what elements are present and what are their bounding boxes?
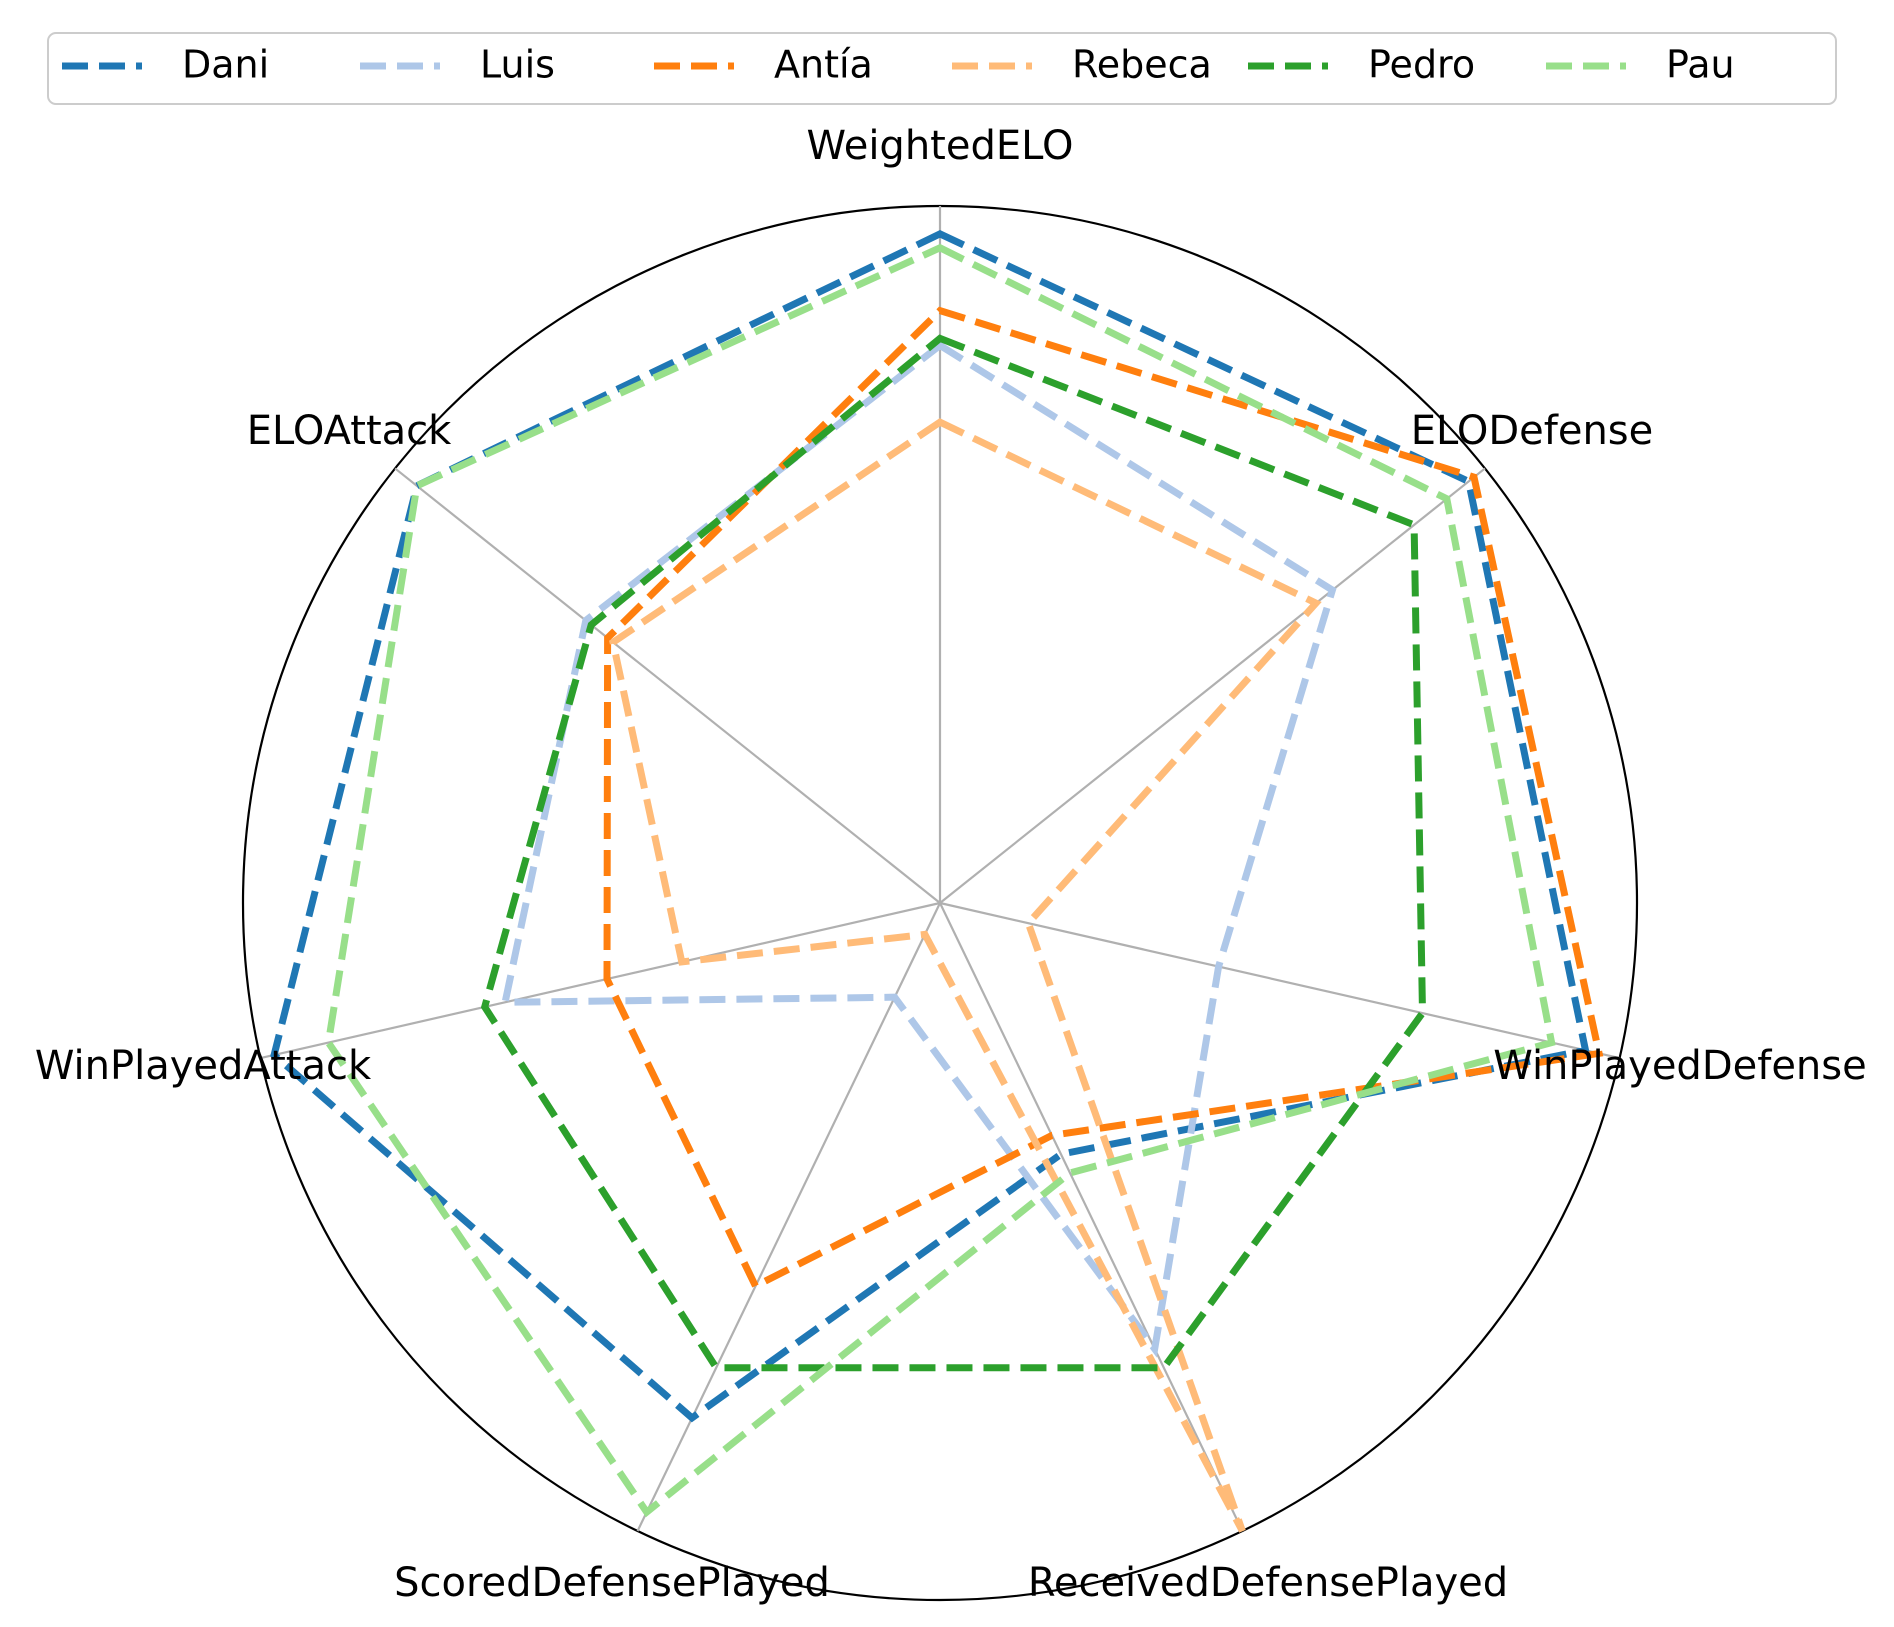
series-line-luis bbox=[500, 341, 1337, 1358]
legend-label: Rebeca bbox=[1072, 43, 1212, 87]
axis-label-scoreddefenseplayed: ScoredDefensePlayed bbox=[394, 1560, 830, 1606]
axis-label-winplayeddefense: WinPlayedDefense bbox=[1493, 1043, 1866, 1089]
spoke-WinPlayedDefense bbox=[939, 901, 1620, 1060]
legend-label: Luis bbox=[480, 43, 555, 87]
spoke-WinPlayedAttack bbox=[260, 901, 941, 1060]
spoke-ELODefense bbox=[939, 467, 1486, 904]
series-line-rebeca bbox=[609, 418, 1322, 1533]
series-line-pau bbox=[324, 243, 1556, 1518]
axis-labels: WeightedELO ELODefense WinPlayedDefense Rec… bbox=[35, 123, 1867, 1606]
axis-label-weightedelo: WeightedELO bbox=[807, 123, 1074, 169]
spoke-ELOAttack bbox=[394, 467, 941, 904]
legend-item-pedro: Pedro bbox=[1248, 43, 1475, 87]
spoke-ScoredDefensePlayed bbox=[636, 902, 941, 1532]
axis-label-winplayedattack: WinPlayedAttack bbox=[35, 1043, 372, 1089]
legend-label: Pedro bbox=[1368, 43, 1475, 87]
legend-item-luis: Luis bbox=[360, 43, 555, 87]
legend-box bbox=[47, 32, 1837, 105]
spoke-ReceivedDefensePlayed bbox=[939, 902, 1244, 1532]
series-line-dani bbox=[270, 230, 1590, 1423]
legend-item-rebeca: Rebeca bbox=[952, 43, 1212, 87]
axis-label-elodefense: ELODefense bbox=[1411, 408, 1654, 454]
axis-label-receiveddefenseplayed: ReceivedDefensePlayed bbox=[1028, 1560, 1508, 1606]
series-line-pedro bbox=[480, 334, 1427, 1372]
legend-item-dani: Dani bbox=[62, 43, 269, 87]
series-lines bbox=[270, 230, 1604, 1533]
legend-item-antía: Antía bbox=[654, 43, 873, 87]
legend-item-pau: Pau bbox=[1546, 43, 1735, 87]
legend-label: Antía bbox=[774, 43, 873, 87]
axis-label-eloattack: ELOAttack bbox=[247, 408, 452, 454]
grid bbox=[241, 204, 1639, 1602]
legend-label: Dani bbox=[182, 43, 269, 87]
legend-label: Pau bbox=[1666, 43, 1735, 87]
series-line-antía bbox=[603, 306, 1604, 1291]
legend: Dani Luis Antía Rebeca Pedro Pau bbox=[47, 32, 1837, 105]
